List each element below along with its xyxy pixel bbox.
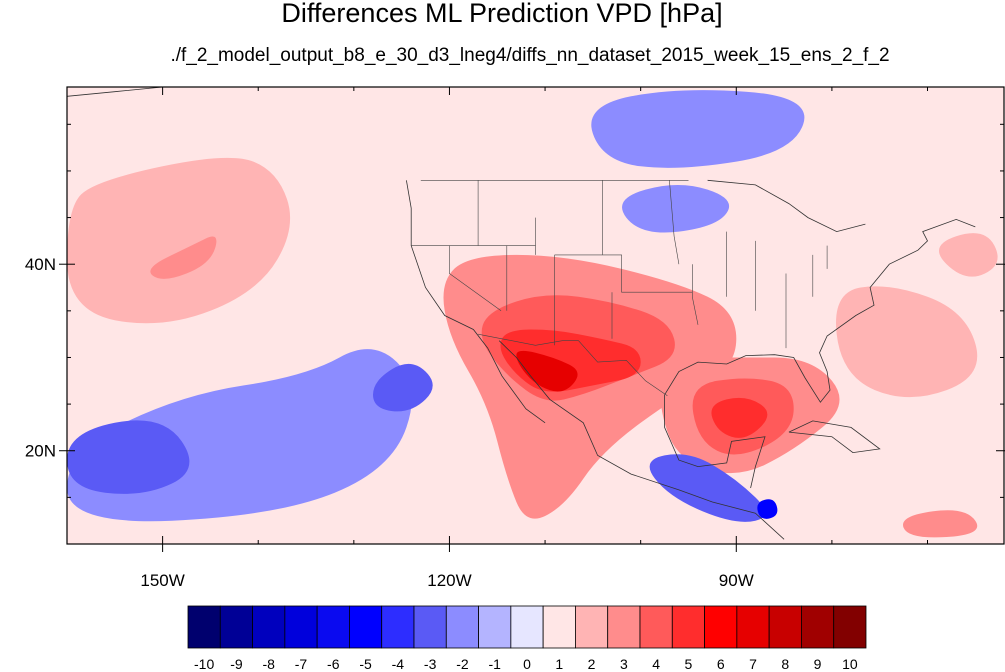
political-border <box>554 254 693 293</box>
y-tick-label: 40N <box>25 255 56 274</box>
colorbar-swatch <box>252 605 286 649</box>
colorbar-label: 6 <box>717 656 725 672</box>
colorbar-label: 2 <box>588 656 596 672</box>
coastline <box>664 394 766 489</box>
field-contour <box>591 90 805 168</box>
colorbar-label: -2 <box>456 656 469 672</box>
field-layers <box>67 90 998 538</box>
x-tick-label: 90W <box>719 571 754 590</box>
colorbar-swatch <box>736 605 770 649</box>
x-tick-label: 120W <box>427 571 471 590</box>
field-contour <box>150 236 217 279</box>
colorbar-swatch <box>639 605 673 649</box>
coastline <box>664 218 976 403</box>
coastline <box>67 87 163 97</box>
colorbar-swatch <box>671 605 705 649</box>
political-border <box>478 333 668 396</box>
chart-title: Differences ML Prediction VPD [hPa] <box>281 0 722 28</box>
colorbar-label: -6 <box>327 656 340 672</box>
colorbar-swatch <box>801 605 835 649</box>
colorbar-label: 5 <box>685 656 693 672</box>
coastline <box>707 179 866 233</box>
field-contour <box>67 157 291 324</box>
colorbar-swatch <box>510 605 544 649</box>
colorbar-swatch <box>704 605 738 649</box>
colorbar-swatch <box>381 605 415 649</box>
x-tick-label: 150W <box>140 571 184 590</box>
colorbar-swatch <box>478 605 512 649</box>
colorbar-swatch <box>349 605 383 649</box>
field-contour <box>67 420 190 494</box>
colorbar-label: 0 <box>523 656 531 672</box>
axis-tick-labels: 150W 120W 90W 40N 20N <box>25 255 754 590</box>
colorbar-label: -7 <box>295 656 308 672</box>
colorbar-label: -3 <box>424 656 437 672</box>
field-contour <box>938 233 998 277</box>
field-contour <box>622 184 730 233</box>
colorbar-label: 8 <box>781 656 789 672</box>
colorbar-label: -4 <box>392 656 405 672</box>
political-border <box>692 264 699 325</box>
colorbar-label: 7 <box>749 656 757 672</box>
coastline <box>406 180 546 424</box>
colorbar-label: -9 <box>230 656 243 672</box>
colorbar-label: -10 <box>194 656 214 672</box>
colorbar-swatch <box>219 605 253 649</box>
colorbar-label: -8 <box>262 656 275 672</box>
field-contour <box>836 286 978 398</box>
colorbar-label: -1 <box>488 656 501 672</box>
y-tick-label: 20N <box>25 442 56 461</box>
colorbar-swatch <box>542 605 576 649</box>
colorbar-swatch <box>607 605 641 649</box>
field-contour <box>757 499 778 519</box>
colorbar: -10 -9 -8 -7 -6 -5 -4 -3 -2 -1 0 1 2 3 4 5 6 7 8 9 10 <box>187 605 867 672</box>
colorbar-label: 3 <box>620 656 628 672</box>
colorbar-swatch <box>768 605 802 649</box>
coastline <box>498 340 785 540</box>
colorbar-swatch <box>413 605 447 649</box>
field-contour <box>711 397 768 438</box>
field-contour <box>649 454 765 522</box>
field-contour <box>373 363 433 412</box>
map-field <box>67 87 1004 544</box>
political-border <box>669 180 680 265</box>
chart-subtitle: ./f_2_model_output_b8_e_30_d3_lneg4/diff… <box>170 45 889 66</box>
colorbar-label: 9 <box>814 656 822 672</box>
coastline <box>788 420 881 454</box>
field-contour <box>902 510 978 538</box>
axis-ticks <box>59 87 1005 552</box>
colorbar-label: 10 <box>842 656 858 672</box>
colorbar-swatch <box>284 605 318 649</box>
colorbar-swatch <box>575 605 609 649</box>
coastlines <box>67 87 976 540</box>
field-contour <box>516 350 578 392</box>
colorbar-label: 1 <box>555 656 563 672</box>
colorbar-swatch <box>187 605 221 649</box>
political-border <box>449 245 502 312</box>
colorbar-swatch <box>316 605 350 649</box>
map-frame <box>66 86 1005 545</box>
colorbar-label: 4 <box>652 656 660 672</box>
colorbar-swatch <box>833 605 867 649</box>
colorbar-label: -5 <box>359 656 372 672</box>
colorbar-swatch <box>445 605 479 649</box>
